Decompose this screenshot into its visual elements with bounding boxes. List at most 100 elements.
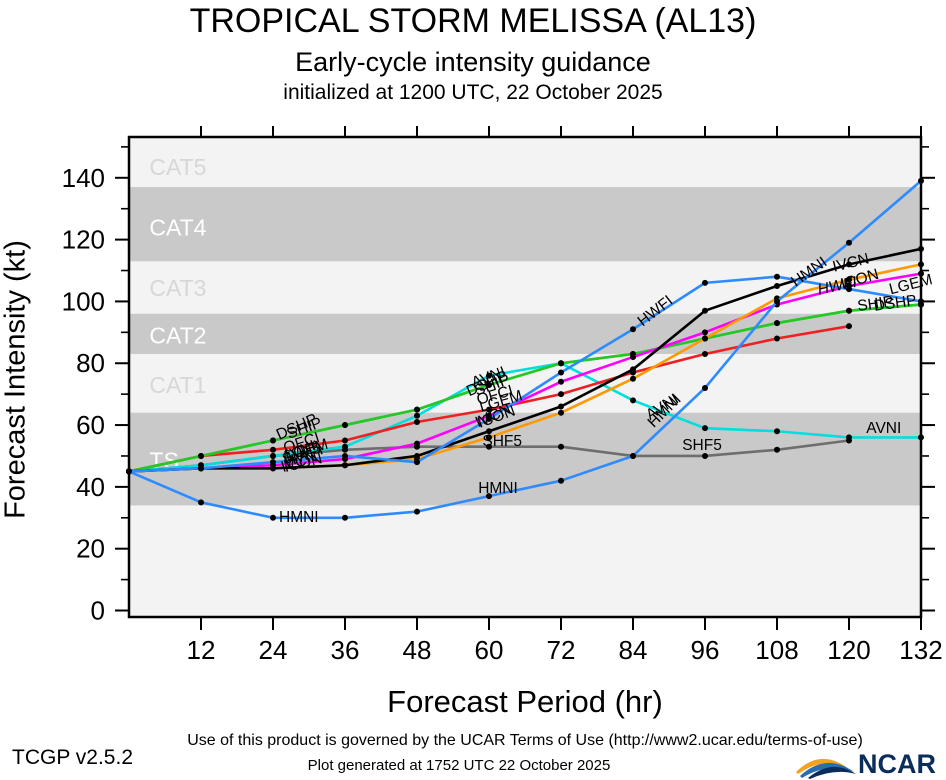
series-marker-OFCI: [414, 418, 420, 425]
band-TS: [129, 412, 921, 506]
x-tick-label: 108: [755, 635, 798, 665]
series-label-HMNI: HMNI: [279, 509, 319, 526]
series-marker-AVNI: [270, 452, 276, 459]
series-marker-AVNI: [846, 434, 852, 441]
y-tick-label: 20: [76, 534, 105, 564]
series-marker-DSHP: [270, 437, 276, 444]
y-tick-label: 0: [91, 596, 105, 626]
plot-generated-line: Plot generated at 1752 UTC 22 October 20…: [307, 757, 611, 774]
series-marker-ICON: [846, 276, 852, 283]
y-tick-label: 40: [76, 472, 105, 502]
series-marker-IVCN: [774, 282, 780, 289]
y-tick-label: 80: [76, 348, 105, 378]
series-marker-OFCI: [486, 406, 492, 413]
series-marker-HWFI: [486, 415, 492, 422]
series-marker-HMNI: [342, 514, 348, 521]
series-marker-OFCI: [702, 350, 708, 357]
ncar-logo-text: NCAR: [858, 749, 936, 779]
series-marker-DSHP: [198, 452, 204, 459]
y-tick-label: 120: [62, 225, 105, 255]
series-marker-HWFI: [774, 273, 780, 280]
ncar-swoosh-navy-icon: [808, 766, 856, 779]
series-marker-DSHP: [846, 307, 852, 314]
series-label-SHIP: SHIP: [856, 293, 894, 315]
series-marker-OFCI: [270, 446, 276, 453]
series-marker-IVCN: [270, 465, 276, 472]
series-marker-IVCN: [486, 428, 492, 435]
series-marker-LGEM: [414, 440, 420, 447]
series-line-HWFI: [128, 275, 922, 473]
series-marker-SHF5: [702, 452, 708, 459]
series-label-SHF5: SHF5: [482, 433, 522, 450]
x-tick-label: 36: [331, 635, 360, 665]
series-marker-OFCI: [774, 335, 780, 342]
series-marker-DSHP: [774, 320, 780, 327]
series-marker-HWFI: [846, 286, 852, 293]
series-marker-IVCN: [630, 366, 636, 373]
series-line-AVNI: [128, 361, 921, 473]
series-marker-HWFI: [702, 279, 708, 286]
series-marker-HWFI: [558, 369, 564, 376]
series-marker-DSHP: [486, 381, 492, 388]
band-label-CAT1: CAT1: [149, 372, 206, 398]
series-line-DSHP: [128, 303, 922, 473]
series-marker-ICON: [630, 375, 636, 382]
x-tick-label: 132: [899, 635, 942, 665]
title-block: TROPICAL STORM MELISSA (AL13) Early-cycl…: [0, 0, 946, 105]
series-marker-IVCN: [414, 452, 420, 459]
ncar-swoosh-blue-icon: [800, 762, 854, 778]
series-marker-AVNI: [414, 412, 420, 419]
series-marker-HMNI: [630, 452, 636, 459]
page-subtitle: Early-cycle intensity guidance: [295, 47, 651, 77]
series-marker-HWFI: [630, 326, 636, 333]
ncar-swoosh-orange-icon: [796, 758, 848, 774]
band-label-CAT2: CAT2: [149, 322, 206, 348]
series-marker-IVCN: [702, 307, 708, 314]
plot-border: [127, 135, 923, 619]
series-marker-DSHP: [558, 360, 564, 367]
series-marker-SHF5: [558, 443, 564, 450]
series-marker-ICON: [702, 335, 708, 342]
series-marker-OFCI: [558, 391, 564, 398]
series-marker-OFCI: [342, 437, 348, 444]
series-line-IVCN: [128, 247, 922, 473]
band-CAT4: [129, 187, 921, 262]
x-tick-label: 48: [403, 635, 432, 665]
y-tick-label: 140: [62, 163, 105, 193]
band-label-CAT4: CAT4: [149, 214, 206, 240]
x-tick-label: 24: [259, 635, 288, 665]
series-marker-HMNI: [198, 499, 204, 506]
series-marker-DSHP: [342, 422, 348, 429]
series-marker-ICON: [558, 409, 564, 416]
series-marker-AVNI: [486, 372, 492, 379]
x-tick-label: 12: [187, 635, 216, 665]
series-label-SHF5: SHF5: [682, 437, 722, 454]
series-marker-SHF5: [486, 443, 492, 450]
series-marker-HWFI: [198, 465, 204, 472]
series-marker-AVNI: [702, 425, 708, 432]
x-tick-label: 96: [691, 635, 720, 665]
ncar-logo: NCAR: [794, 744, 942, 780]
series-marker-HMNI: [774, 298, 780, 305]
series-marker-HMNI: [414, 508, 420, 515]
series-marker-HWFI: [342, 452, 348, 459]
series-marker-LGEM: [558, 378, 564, 385]
series-marker-OFCI: [846, 323, 852, 330]
series-marker-HMNI: [486, 493, 492, 500]
series-marker-IVCN: [846, 261, 852, 268]
series-marker-IVCN: [342, 462, 348, 469]
series-label-DSHP: DSHP: [873, 292, 918, 315]
x-tick-label: 72: [547, 635, 576, 665]
init-time-line: initialized at 1200 UTC, 22 October 2025: [283, 81, 663, 104]
series-line-HMNI: [128, 179, 922, 520]
series-label-AVNI: AVNI: [866, 420, 901, 437]
y-tick-label: 60: [76, 410, 105, 440]
series-marker-AVNI: [342, 443, 348, 450]
series-marker-AVNI: [630, 397, 636, 404]
series-marker-HMNI: [270, 514, 276, 521]
series-marker-HWFI: [414, 459, 420, 466]
series-marker-ICON: [486, 434, 492, 441]
page-title: TROPICAL STORM MELISSA (AL13): [189, 2, 757, 40]
series-line-LGEM: [128, 272, 922, 473]
